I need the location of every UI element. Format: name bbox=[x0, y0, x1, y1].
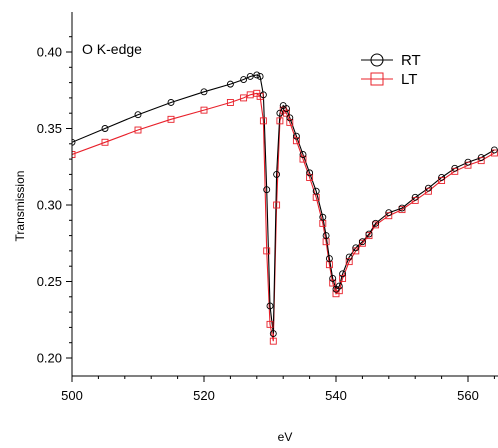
data-point-lt bbox=[263, 247, 271, 255]
data-point-lt bbox=[424, 187, 432, 195]
data-point-rt bbox=[464, 158, 472, 166]
legend-rt-label: RT bbox=[401, 52, 421, 69]
data-point-rt bbox=[266, 302, 274, 310]
data-point-lt bbox=[200, 106, 208, 114]
data-point-lt bbox=[240, 94, 248, 102]
data-point-rt bbox=[269, 330, 277, 337]
y-tick-label: 0.40 bbox=[37, 45, 62, 60]
x-tick-label: 500 bbox=[61, 388, 83, 403]
data-point-rt bbox=[72, 138, 76, 146]
y-tick-label: 0.25 bbox=[37, 274, 62, 289]
data-point-rt bbox=[345, 253, 353, 261]
data-point-rt bbox=[286, 114, 294, 122]
data-point-rt bbox=[167, 99, 175, 106]
data-point-rt bbox=[276, 109, 284, 117]
data-point-rt bbox=[335, 282, 343, 290]
data-point-lt bbox=[464, 161, 472, 169]
data-point-lt bbox=[306, 174, 314, 181]
data-point-rt bbox=[101, 125, 109, 132]
data-point-lt bbox=[329, 279, 337, 287]
data-point-lt bbox=[292, 137, 300, 145]
data-point-lt bbox=[273, 201, 281, 209]
data-point-rt bbox=[306, 169, 314, 177]
x-axis-title: eV bbox=[278, 430, 293, 444]
y-tick-label: 0.20 bbox=[37, 351, 62, 366]
data-point-lt bbox=[339, 274, 347, 282]
y-axis-title: Transmission bbox=[13, 171, 27, 242]
legend-rt-marker bbox=[370, 53, 384, 67]
data-point-rt bbox=[385, 209, 393, 217]
data-point-rt bbox=[319, 213, 327, 221]
data-point-rt bbox=[299, 151, 307, 158]
data-point-rt bbox=[365, 230, 373, 238]
data-point-rt bbox=[358, 238, 366, 246]
x-axis-ticks: 500 520 540 560 bbox=[61, 376, 495, 403]
data-point-rt bbox=[398, 204, 406, 212]
data-point-rt bbox=[259, 91, 267, 99]
data-point-rt bbox=[240, 76, 248, 83]
data-point-lt bbox=[299, 155, 307, 163]
plot-markers-group bbox=[72, 71, 498, 345]
data-point-lt bbox=[411, 196, 419, 204]
data-point-lt bbox=[101, 138, 109, 146]
data-point-lt bbox=[283, 109, 290, 117]
data-point-lt bbox=[246, 91, 254, 99]
data-point-rt bbox=[292, 132, 300, 140]
data-point-lt bbox=[345, 258, 353, 266]
data-point-rt bbox=[424, 184, 432, 192]
data-point-rt bbox=[490, 146, 498, 154]
data-point-rt bbox=[273, 170, 281, 178]
data-point-rt bbox=[253, 71, 261, 79]
data-point-lt bbox=[266, 320, 274, 328]
data-point-lt bbox=[335, 287, 343, 295]
data-point-lt bbox=[276, 117, 284, 125]
x-tick-label: 540 bbox=[325, 388, 347, 403]
data-point-lt bbox=[226, 99, 234, 106]
data-point-rt bbox=[352, 244, 360, 252]
y-tick-label: 0.30 bbox=[37, 198, 62, 213]
data-point-rt bbox=[200, 88, 208, 96]
data-point-rt bbox=[283, 105, 290, 113]
y-axis-ticks: 0.20 0.25 0.30 0.35 0.40 bbox=[37, 36, 72, 366]
data-point-lt bbox=[438, 177, 446, 184]
data-point-lt bbox=[490, 149, 498, 157]
data-point-rt bbox=[256, 73, 264, 80]
legend-lt-marker bbox=[370, 72, 384, 86]
series-line-rt bbox=[72, 74, 495, 334]
data-point-lt bbox=[286, 118, 294, 126]
data-point-rt bbox=[246, 73, 254, 80]
data-point-rt bbox=[339, 270, 347, 278]
data-point-lt bbox=[256, 92, 264, 100]
data-point-rt bbox=[322, 232, 330, 240]
data-point-rt bbox=[134, 111, 142, 119]
data-point-lt bbox=[269, 337, 277, 345]
data-point-rt bbox=[312, 187, 320, 195]
data-point-rt bbox=[438, 174, 446, 181]
y-tick-label: 0.35 bbox=[37, 121, 62, 136]
data-point-rt bbox=[477, 154, 485, 162]
data-point-rt bbox=[411, 193, 419, 201]
data-point-lt bbox=[167, 115, 175, 123]
data-point-rt bbox=[372, 219, 380, 227]
data-point-lt bbox=[259, 117, 267, 125]
x-tick-label: 520 bbox=[193, 388, 215, 403]
data-point-rt bbox=[329, 274, 337, 282]
x-tick-label: 560 bbox=[457, 388, 479, 403]
data-point-lt bbox=[352, 247, 360, 255]
data-point-rt bbox=[325, 255, 333, 262]
data-point-lt bbox=[72, 151, 76, 158]
data-point-lt bbox=[477, 157, 485, 165]
data-point-rt bbox=[226, 80, 234, 88]
edge-annotation: O K-edge bbox=[82, 41, 142, 57]
data-point-lt bbox=[385, 212, 393, 220]
data-point-lt bbox=[451, 167, 459, 175]
data-point-rt bbox=[451, 164, 459, 172]
data-point-rt bbox=[263, 186, 271, 194]
data-point-lt bbox=[134, 126, 142, 134]
legend-lt-label: LT bbox=[401, 71, 417, 88]
legend: RT LT bbox=[361, 52, 421, 88]
